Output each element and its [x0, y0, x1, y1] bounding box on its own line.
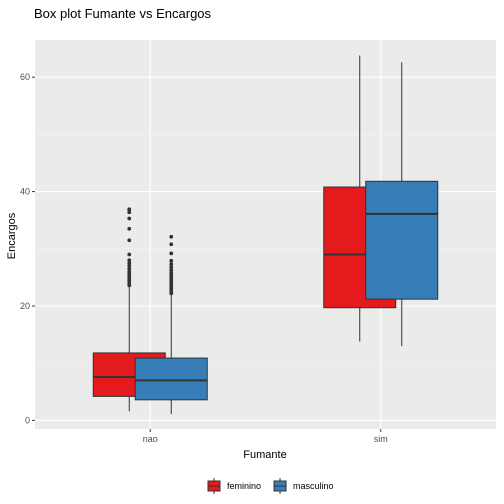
outlier-point — [127, 258, 132, 263]
chart-title: Box plot Fumante vs Encargos — [34, 6, 212, 21]
outlier-point — [127, 261, 132, 266]
y-tick-label: 60 — [20, 72, 30, 82]
outlier-point — [169, 242, 174, 247]
outlier-point — [127, 210, 132, 215]
y-tick-label: 40 — [20, 187, 30, 197]
outlier-point — [127, 207, 132, 212]
x-axis-ticks: nao sim — [143, 429, 388, 444]
x-tick-label: sim — [374, 434, 388, 444]
outlier-point — [127, 226, 132, 231]
box-masculino-sim — [365, 62, 439, 347]
box-iqr — [365, 180, 439, 300]
legend-label-masculino: masculino — [293, 481, 334, 491]
y-axis-title: Encargos — [6, 212, 18, 259]
outlier-point — [169, 258, 174, 263]
x-tick-label: nao — [143, 434, 158, 444]
outlier-point — [169, 270, 174, 275]
y-tick-label: 0 — [25, 415, 30, 425]
outlier-point — [127, 269, 132, 274]
y-axis-ticks: 0 20 40 60 — [20, 72, 35, 425]
legend-item-feminino: feminino — [207, 478, 261, 494]
boxes-layer — [92, 55, 439, 415]
legend-item-masculino: masculino — [273, 478, 334, 494]
outlier-point — [169, 265, 174, 270]
outlier-point — [127, 266, 132, 271]
outlier-point — [169, 251, 174, 256]
box-masculino-nao — [134, 234, 208, 415]
outlier-point — [169, 268, 174, 272]
x-axis-title: Fumante — [243, 449, 286, 461]
outlier-point — [169, 262, 174, 267]
outlier-point — [169, 234, 174, 239]
legend-label-feminino: feminino — [227, 481, 261, 491]
outlier-point — [127, 216, 132, 221]
legend: feminino masculino — [207, 478, 334, 494]
outlier-point — [127, 264, 132, 268]
outlier-point — [127, 238, 132, 243]
y-tick-label: 20 — [20, 301, 30, 311]
box-iqr — [134, 357, 208, 401]
outlier-point — [127, 252, 132, 257]
